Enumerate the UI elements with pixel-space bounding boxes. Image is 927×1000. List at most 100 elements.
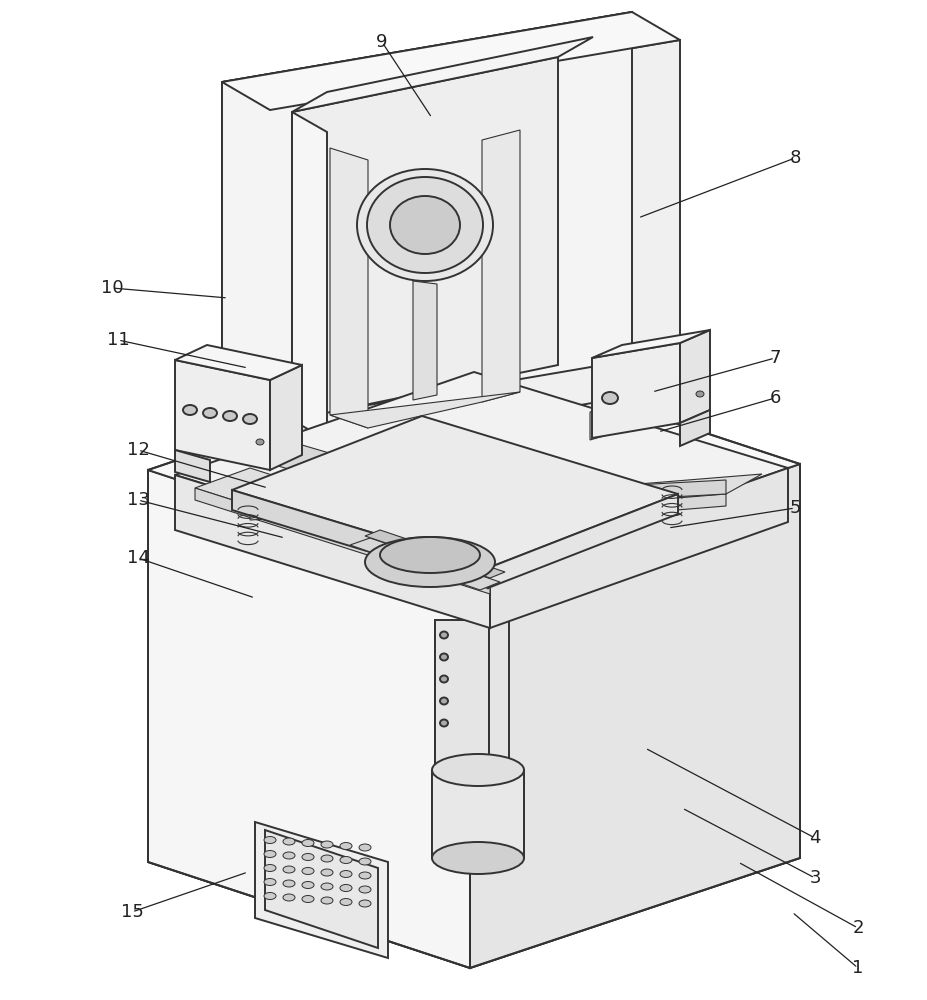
Text: 6: 6 [769, 389, 781, 407]
Ellipse shape [602, 392, 618, 404]
Polygon shape [195, 488, 490, 594]
Ellipse shape [357, 169, 493, 281]
Text: 8: 8 [789, 149, 801, 167]
Polygon shape [232, 416, 678, 568]
Polygon shape [680, 330, 710, 423]
Polygon shape [270, 40, 680, 458]
Ellipse shape [432, 842, 524, 874]
Ellipse shape [367, 177, 483, 273]
Ellipse shape [359, 844, 371, 851]
Text: 3: 3 [809, 869, 820, 887]
Ellipse shape [264, 864, 276, 871]
Ellipse shape [340, 842, 352, 850]
Ellipse shape [340, 884, 352, 892]
Ellipse shape [264, 836, 276, 844]
Text: 4: 4 [809, 829, 820, 847]
Polygon shape [292, 57, 558, 420]
Polygon shape [270, 365, 302, 470]
Ellipse shape [440, 632, 448, 639]
Ellipse shape [440, 698, 448, 704]
Ellipse shape [283, 838, 295, 845]
Polygon shape [244, 428, 360, 490]
Ellipse shape [696, 391, 704, 397]
Ellipse shape [321, 841, 333, 848]
Polygon shape [590, 380, 700, 440]
Ellipse shape [380, 537, 480, 573]
Text: 15: 15 [121, 903, 144, 921]
Ellipse shape [340, 856, 352, 863]
Polygon shape [250, 480, 726, 520]
Ellipse shape [340, 898, 352, 906]
Polygon shape [432, 770, 524, 858]
Polygon shape [175, 360, 270, 470]
Polygon shape [430, 474, 762, 518]
Polygon shape [435, 620, 489, 770]
Polygon shape [365, 530, 505, 578]
Text: 5: 5 [789, 499, 801, 517]
Polygon shape [175, 345, 302, 380]
Polygon shape [222, 82, 270, 458]
Polygon shape [488, 494, 678, 588]
Text: 14: 14 [127, 549, 149, 567]
Ellipse shape [264, 879, 276, 886]
Text: 13: 13 [127, 491, 149, 509]
Ellipse shape [264, 850, 276, 857]
Polygon shape [330, 392, 520, 428]
Polygon shape [592, 343, 680, 438]
Polygon shape [195, 468, 545, 582]
Ellipse shape [283, 852, 295, 859]
Ellipse shape [302, 854, 314, 860]
Ellipse shape [321, 869, 333, 876]
Ellipse shape [283, 866, 295, 873]
Ellipse shape [359, 858, 371, 865]
Polygon shape [470, 464, 800, 968]
Ellipse shape [321, 897, 333, 904]
Polygon shape [482, 130, 520, 402]
Text: 11: 11 [107, 331, 130, 349]
Text: 2: 2 [852, 919, 864, 937]
Ellipse shape [302, 867, 314, 874]
Polygon shape [255, 822, 388, 958]
Ellipse shape [283, 880, 295, 887]
Polygon shape [490, 468, 788, 628]
Text: 9: 9 [376, 33, 387, 51]
Polygon shape [489, 608, 509, 770]
Polygon shape [592, 330, 710, 358]
Ellipse shape [440, 676, 448, 682]
Polygon shape [413, 281, 437, 400]
Ellipse shape [302, 896, 314, 902]
Ellipse shape [283, 894, 295, 901]
Polygon shape [292, 37, 593, 112]
Ellipse shape [243, 414, 257, 424]
Polygon shape [680, 410, 710, 446]
Ellipse shape [359, 886, 371, 893]
Ellipse shape [203, 408, 217, 418]
Ellipse shape [440, 654, 448, 660]
Ellipse shape [340, 870, 352, 878]
Polygon shape [175, 372, 788, 572]
Ellipse shape [256, 439, 264, 445]
Text: 12: 12 [127, 441, 149, 459]
Ellipse shape [440, 720, 448, 726]
Polygon shape [175, 450, 210, 482]
Ellipse shape [302, 882, 314, 888]
Ellipse shape [359, 872, 371, 879]
Polygon shape [232, 490, 488, 588]
Polygon shape [148, 470, 470, 968]
Ellipse shape [321, 855, 333, 862]
Polygon shape [148, 752, 800, 968]
Polygon shape [350, 538, 500, 590]
Polygon shape [292, 112, 327, 440]
Ellipse shape [359, 900, 371, 907]
Polygon shape [175, 475, 490, 628]
Ellipse shape [183, 405, 197, 415]
Ellipse shape [264, 892, 276, 900]
Text: 10: 10 [101, 279, 123, 297]
Polygon shape [430, 494, 726, 530]
Text: 7: 7 [769, 349, 781, 367]
Polygon shape [330, 148, 368, 428]
Polygon shape [222, 12, 632, 430]
Polygon shape [222, 12, 680, 110]
Text: 1: 1 [852, 959, 864, 977]
Ellipse shape [365, 537, 495, 587]
